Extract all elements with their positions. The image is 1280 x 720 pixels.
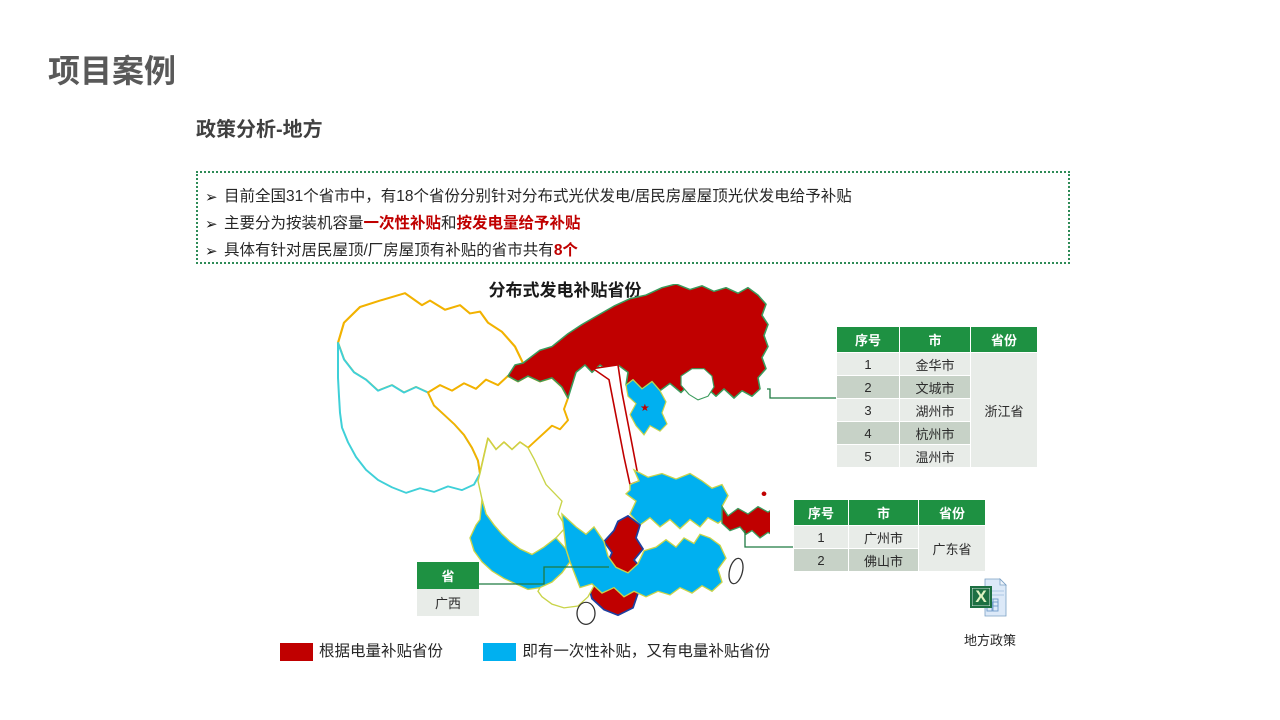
svg-text:X: X [975, 587, 987, 606]
